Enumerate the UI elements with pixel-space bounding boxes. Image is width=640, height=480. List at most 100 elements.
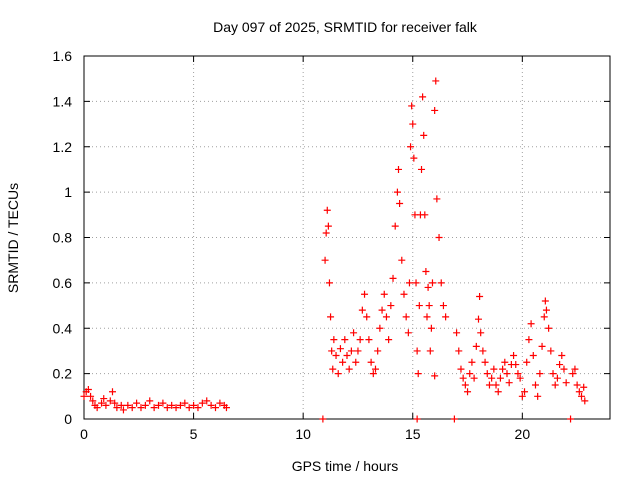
data-point (578, 392, 586, 400)
data-point (319, 415, 327, 423)
data-point (98, 399, 106, 407)
data-point (536, 370, 544, 378)
data-point (490, 365, 498, 373)
data-point (336, 345, 344, 353)
data-point (324, 222, 332, 230)
data-point (412, 279, 420, 287)
data-point (216, 399, 224, 407)
data-point (505, 379, 513, 387)
data-point (80, 392, 88, 400)
data-point (422, 268, 430, 276)
data-point (485, 381, 493, 389)
data-point (400, 290, 408, 298)
data-point (203, 397, 211, 405)
data-point (194, 404, 202, 412)
data-point (461, 381, 469, 389)
data-point (468, 358, 476, 366)
data-point (369, 370, 377, 378)
x-tick-label: 0 (80, 426, 88, 442)
data-point (426, 347, 434, 355)
data-point (541, 297, 549, 305)
data-point (363, 313, 371, 321)
data-point (569, 370, 577, 378)
data-point (459, 374, 467, 382)
data-point (111, 399, 119, 407)
data-point (341, 336, 349, 344)
data-point (137, 404, 145, 412)
data-point (106, 397, 114, 405)
data-point (404, 329, 412, 337)
data-point (419, 93, 427, 101)
x-tick-label: 5 (190, 426, 198, 442)
data-point (455, 347, 463, 355)
data-point (332, 351, 340, 359)
data-point (432, 77, 440, 85)
data-point (323, 206, 331, 214)
data-point (124, 401, 132, 409)
data-point (551, 381, 559, 389)
data-point (567, 415, 575, 423)
data-point (113, 404, 121, 412)
data-point (435, 234, 443, 241)
data-point (531, 381, 539, 389)
data-point (181, 399, 189, 407)
data-point (128, 404, 136, 412)
data-point (410, 154, 418, 162)
data-point (560, 365, 568, 373)
data-point (512, 361, 520, 369)
data-point (385, 336, 393, 344)
data-point (499, 365, 507, 373)
data-point (418, 165, 426, 173)
data-point (581, 397, 589, 405)
data-point (525, 336, 533, 344)
data-point (477, 329, 485, 337)
data-point (527, 320, 535, 328)
data-point (553, 374, 561, 382)
data-point (391, 222, 399, 230)
data-point (510, 351, 518, 359)
data-point (380, 290, 388, 298)
x-tick-labels: 0 5 10 15 20 (80, 426, 530, 442)
data-point (402, 313, 410, 321)
data-point (413, 415, 421, 423)
data-point (457, 365, 465, 373)
data-point (343, 351, 351, 359)
data-point (117, 401, 125, 409)
data-point (212, 404, 219, 412)
data-point (389, 274, 397, 282)
data-point (405, 279, 413, 287)
x-tick-label: 15 (405, 426, 421, 442)
data-point (424, 283, 432, 291)
data-point (89, 397, 97, 405)
x-tick-label: 10 (295, 426, 311, 442)
data-point (185, 404, 193, 412)
data-points (80, 77, 589, 423)
y-tick-label: 1.2 (53, 139, 73, 155)
data-point (558, 351, 566, 359)
data-point (322, 229, 330, 237)
data-point (190, 401, 198, 409)
data-point (453, 329, 461, 337)
data-point (356, 336, 364, 344)
data-point (540, 313, 548, 321)
y-axis-label: SRMTID / TECUs (5, 183, 21, 293)
data-point (496, 374, 504, 382)
data-point (437, 279, 445, 287)
data-point (483, 370, 491, 378)
data-point (172, 404, 180, 412)
data-point (100, 395, 108, 403)
data-point (488, 374, 496, 382)
data-point (428, 279, 436, 287)
data-point (562, 379, 570, 387)
data-point (176, 401, 184, 409)
grid-lines (84, 56, 610, 419)
data-point (87, 392, 95, 400)
data-point (358, 306, 366, 314)
data-point (354, 347, 362, 355)
data-point (470, 374, 478, 382)
data-point (352, 358, 360, 366)
data-point (494, 388, 502, 396)
data-point (347, 347, 355, 355)
data-point (516, 374, 524, 382)
data-point (328, 347, 336, 355)
